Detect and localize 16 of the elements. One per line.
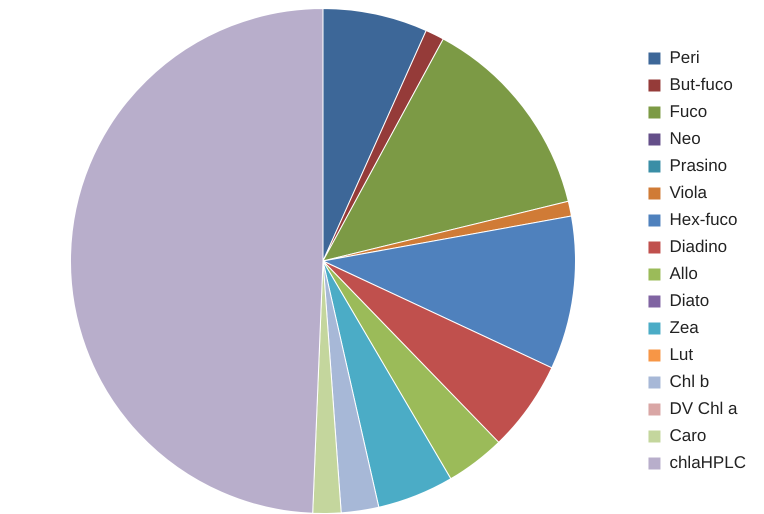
legend-label: Fuco	[669, 102, 708, 122]
legend-label: Neo	[669, 129, 701, 148]
legend-label: chlaHPLC	[669, 453, 746, 472]
legend-label: Hex-fuco	[669, 210, 738, 230]
legend-label: Zea	[669, 318, 700, 338]
legend-label: Caro	[669, 426, 706, 446]
legend-label: Diadino	[669, 237, 728, 256]
legend-label: Diato	[669, 291, 710, 310]
legend-label: DV Chl a	[669, 399, 738, 418]
legend-label: Peri	[669, 48, 700, 68]
legend-label: But-fuco	[669, 75, 733, 94]
legend-label: Viola	[669, 183, 708, 202]
legend-label: Prasino	[669, 156, 728, 176]
legend-label: Lut	[669, 345, 694, 364]
legend-label: Chl b	[669, 372, 710, 392]
legend-label: Allo	[669, 264, 698, 284]
